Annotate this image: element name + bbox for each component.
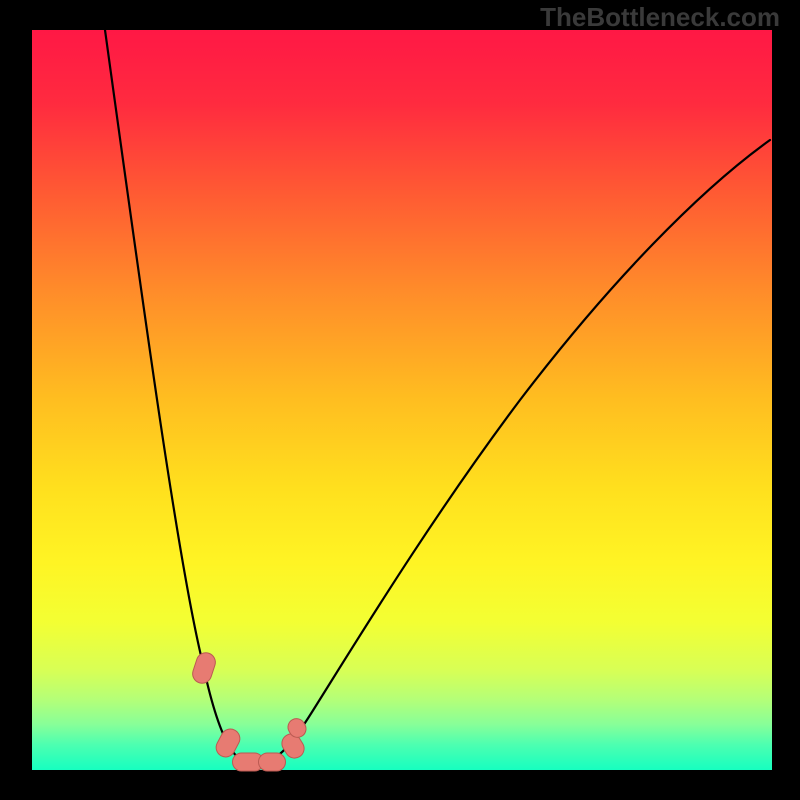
curve-marker (190, 650, 219, 687)
watermark-text: TheBottleneck.com (540, 2, 780, 33)
curve-markers-layer (0, 0, 800, 800)
curve-marker (258, 753, 286, 772)
